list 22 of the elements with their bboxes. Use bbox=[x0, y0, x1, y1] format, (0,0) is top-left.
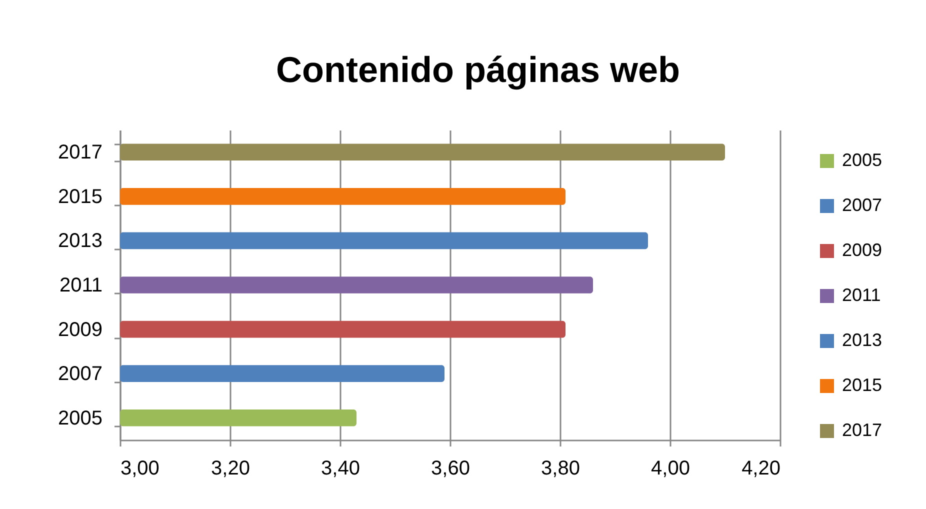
y-tick-label: 2011 bbox=[59, 274, 102, 296]
legend-label: 2013 bbox=[842, 330, 882, 350]
chart-title: Contenido páginas web bbox=[276, 49, 680, 90]
y-tick-label: 2017 bbox=[58, 142, 102, 164]
x-tick-label: 4,00 bbox=[651, 458, 690, 480]
legend-label: 2011 bbox=[842, 285, 881, 305]
legend-label: 2009 bbox=[842, 240, 882, 260]
y-tick-label: 2009 bbox=[58, 318, 102, 341]
x-tick-label: 4,20 bbox=[742, 458, 780, 480]
x-tick-label: 3,00 bbox=[120, 458, 160, 480]
legend-label: 2017 bbox=[842, 420, 882, 440]
x-tick-label: 3,60 bbox=[431, 458, 470, 480]
y-tick-label: 2013 bbox=[58, 230, 102, 252]
legend-label: 2015 bbox=[842, 375, 882, 395]
legend-label: 2005 bbox=[842, 150, 882, 170]
legend-label: 2007 bbox=[842, 195, 882, 215]
x-tick-label: 3,20 bbox=[211, 458, 250, 480]
y-tick-label: 2015 bbox=[58, 186, 102, 208]
y-tick-label: 2005 bbox=[58, 407, 102, 430]
x-tick-label: 3,80 bbox=[541, 458, 580, 480]
x-tick-label: 3,40 bbox=[321, 458, 360, 480]
y-tick-label: 2007 bbox=[58, 363, 102, 386]
